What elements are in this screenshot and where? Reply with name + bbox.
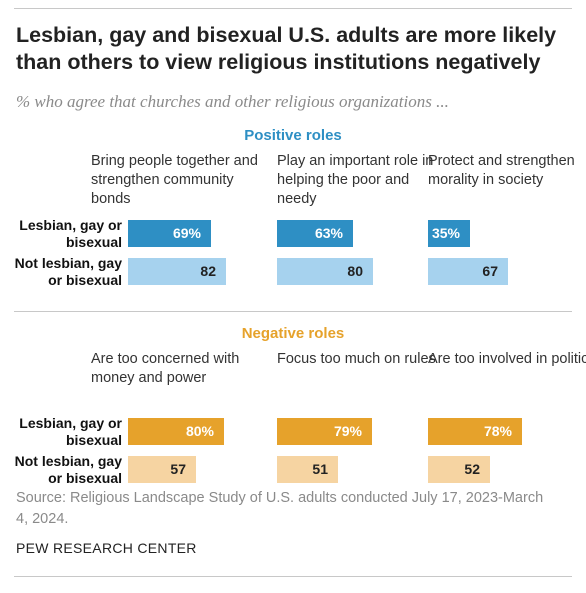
negative-not-lgb-bar: 57 (128, 456, 196, 483)
row-label-lgb: Lesbian, gay or bisexual (19, 415, 122, 448)
row-label-not-lgb: Not lesbian, gay or bisexual (14, 255, 122, 288)
bottom-rule (14, 576, 572, 577)
positive-lgb-bar: 69% (128, 220, 211, 247)
negative-lgb-bar: 80% (128, 418, 224, 445)
credit-line: PEW RESEARCH CENTER (16, 540, 197, 556)
positive-lgb-bar: 35% (428, 220, 470, 247)
positive-lgb-bar: 63% (277, 220, 353, 247)
positive-roles-heading: Positive roles (244, 127, 342, 144)
positive-not-lgb-bar: 80 (277, 258, 373, 285)
positive-not-lgb-bar: 67 (428, 258, 508, 285)
negative-category-label: Are too concerned with money and power (91, 351, 240, 386)
negative-category-label: Focus too much on rules (277, 351, 436, 367)
positive-category-label: Play an important role in helping the po… (277, 153, 434, 207)
negative-lgb-bar: 78% (428, 418, 522, 445)
top-rule (14, 8, 572, 9)
negative-not-lgb-bar: 52 (428, 456, 490, 483)
row-label-not-lgb: Not lesbian, gay or bisexual (14, 453, 122, 486)
positive-category-label: Protect and strengthen morality in socie… (428, 153, 575, 188)
negative-category-label: Are too involved in politics (428, 351, 586, 367)
negative-not-lgb-bar: 51 (277, 456, 338, 483)
chart-title: Lesbian, gay and bisexual U.S. adults ar… (16, 23, 557, 74)
source-note: Source: Religious Landscape Study of U.S… (16, 490, 544, 527)
negative-lgb-bar: 79% (277, 418, 372, 445)
row-label-lgb: Lesbian, gay or bisexual (19, 217, 122, 250)
chart-subtitle: % who agree that churches and other reli… (16, 92, 449, 111)
positive-not-lgb-bar: 82 (128, 258, 226, 285)
negative-roles-heading: Negative roles (241, 325, 345, 342)
section-divider (14, 311, 572, 312)
positive-category-label: Bring people together and strengthen com… (91, 153, 258, 207)
